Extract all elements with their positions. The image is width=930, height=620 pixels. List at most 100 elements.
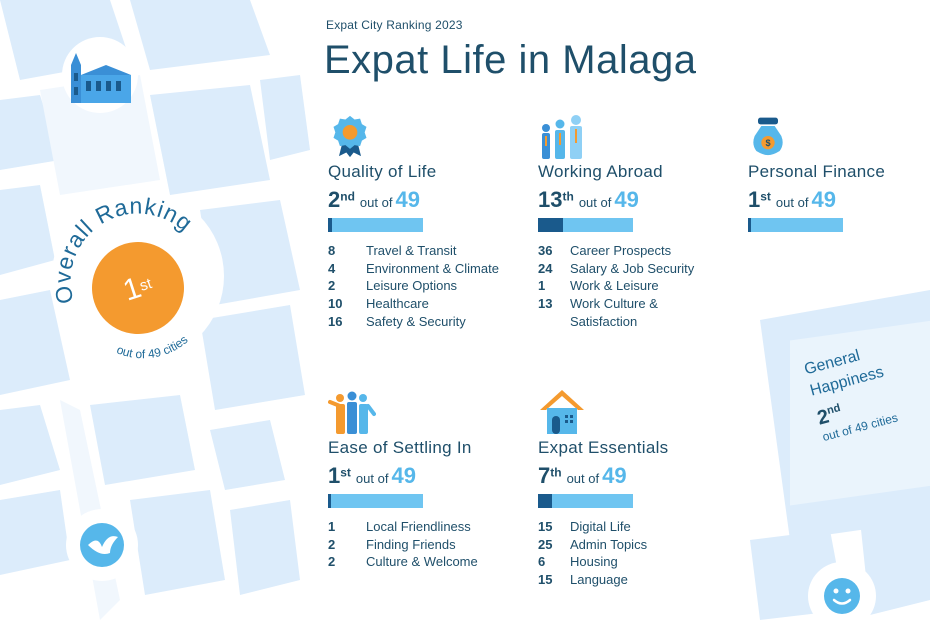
- metric-label: Admin Topics: [570, 536, 648, 552]
- metric-rank: 6: [538, 554, 546, 570]
- metric-label: Salary & Job Security: [570, 260, 695, 276]
- category-rank-total: 49: [602, 463, 627, 488]
- category-title: Quality of Life: [328, 162, 437, 181]
- category-metrics-list: 1 Local Friendliness 2 Finding Friends 2 Cult…: [328, 518, 516, 571]
- metric-row: 8 Travel & Transit: [328, 242, 516, 260]
- metric-rank: 36: [538, 243, 553, 258]
- category-rank-bar-fill: [538, 494, 552, 508]
- category-rank-bar: [328, 218, 423, 232]
- metric-rank: 16: [328, 313, 343, 329]
- metric-row: 15 Digital Life: [538, 518, 720, 536]
- category-metrics-list: 8 Travel & Transit 4 Environment & Climate 2…: [328, 242, 516, 330]
- metric-label: Environment & Climate: [366, 260, 499, 276]
- category-title: Working Abroad: [538, 162, 663, 181]
- metric-row: 15 Language: [538, 571, 720, 589]
- category-rank: 2nd out of 49: [328, 187, 420, 213]
- metric-rank: 8: [328, 243, 336, 258]
- metric-rank: 25: [538, 536, 553, 552]
- category-rank-suffix: st: [340, 465, 351, 480]
- category-rank-total: 49: [614, 187, 639, 212]
- workers-icon: [538, 112, 586, 160]
- category-rank: 13th out of 49: [538, 187, 639, 213]
- category-rank-suffix: nd: [340, 189, 355, 204]
- category-metrics-list: 36 Career Prospects 24 Salary & Job Securit…: [538, 242, 720, 330]
- category-title: Personal Finance: [748, 162, 886, 181]
- category-rank-bar-fill: [328, 494, 331, 508]
- metric-label: Healthcare: [366, 296, 429, 312]
- metric-label: Work Culture & Satisfaction: [570, 296, 658, 329]
- money-bag-icon: $: [748, 112, 796, 160]
- category-rank-number: 13: [538, 187, 563, 212]
- house-icon: [538, 388, 586, 436]
- general-happiness-rank-suffix: nd: [825, 401, 842, 418]
- category-rank-bar: [748, 218, 843, 232]
- category-rank-number: 1: [748, 187, 761, 212]
- category-rank-bar-fill: [538, 218, 563, 232]
- metric-label: Leisure Options: [366, 278, 458, 294]
- category-rank: 1st out of 49: [328, 463, 416, 489]
- metric-row: 25 Admin Topics: [538, 536, 720, 554]
- metric-label: Language: [570, 572, 628, 588]
- metric-rank: 15: [538, 572, 553, 588]
- metric-rank: 2: [328, 278, 336, 294]
- metric-rank: 1: [328, 519, 336, 534]
- metric-label: Local Friendliness: [366, 519, 471, 534]
- category-rank: 1st out of 49: [748, 187, 836, 213]
- category-rank-number: 1: [328, 463, 341, 488]
- category-rank-total: 49: [395, 187, 420, 212]
- category-rank-out-of: out of: [775, 195, 809, 210]
- metric-row: 4 Environment & Climate: [328, 260, 516, 278]
- metric-label: Career Prospects: [570, 243, 672, 258]
- metric-label: Travel & Transit: [366, 243, 457, 258]
- category-rank-number: 7: [538, 463, 551, 488]
- metric-label: Housing: [570, 554, 618, 570]
- metric-row: 2 Finding Friends: [328, 536, 516, 554]
- category-rank-bar-fill: [748, 218, 751, 232]
- category-title: Expat Essentials: [538, 438, 669, 457]
- metric-row: 6 Housing: [538, 553, 720, 571]
- metric-row: 2 Leisure Options: [328, 277, 516, 295]
- metric-row: 24 Salary & Job Security: [538, 260, 720, 278]
- overall-ranking-subtitle: out of 49 cities: [115, 332, 191, 361]
- category-rank-out-of: out of: [566, 471, 600, 486]
- metric-rank: 15: [538, 519, 553, 534]
- metric-label: Finding Friends: [366, 536, 456, 552]
- page-title: Expat Life in Malaga: [324, 38, 697, 82]
- category-rank-out-of: out of: [355, 471, 389, 486]
- smiley-icon: [800, 556, 884, 620]
- metric-rank: 10: [328, 296, 343, 312]
- people-group-icon: [328, 388, 376, 436]
- category-rank-bar: [538, 218, 633, 232]
- bird-icon: [62, 505, 142, 590]
- metric-row: 1 Local Friendliness: [328, 518, 516, 536]
- svg-text:$: $: [765, 138, 770, 148]
- category-rank-out-of: out of: [359, 195, 393, 210]
- category-title: Ease of Settling In: [328, 438, 472, 457]
- metric-label: Safety & Security: [366, 313, 466, 329]
- metric-rank: 2: [328, 536, 336, 552]
- metric-rank: 1: [538, 278, 546, 294]
- category-rank-suffix: th: [550, 465, 562, 480]
- category-rank-number: 2: [328, 187, 341, 212]
- metric-row: 13 Work Culture & Satisfaction: [538, 295, 720, 330]
- metric-rank: 2: [328, 554, 336, 570]
- category-rank-suffix: th: [562, 189, 574, 204]
- cathedral-icon: [55, 35, 145, 120]
- metric-rank: 13: [538, 296, 553, 312]
- metric-label: Work & Leisure: [570, 278, 659, 294]
- category-rank-bar: [538, 494, 633, 508]
- category-rank-out-of: out of: [578, 195, 612, 210]
- metric-row: 1 Work & Leisure: [538, 277, 720, 295]
- medal-icon: [328, 112, 376, 160]
- metric-label: Culture & Welcome: [366, 554, 478, 570]
- metric-row: 2 Culture & Welcome: [328, 553, 516, 571]
- metric-rank: 4: [328, 260, 336, 276]
- category-rank-total: 49: [391, 463, 416, 488]
- metric-row: 10 Healthcare: [328, 295, 516, 313]
- metric-rank: 24: [538, 260, 553, 276]
- category-rank-bar: [328, 494, 423, 508]
- category-rank: 7th out of 49: [538, 463, 627, 489]
- category-rank-suffix: st: [760, 189, 771, 204]
